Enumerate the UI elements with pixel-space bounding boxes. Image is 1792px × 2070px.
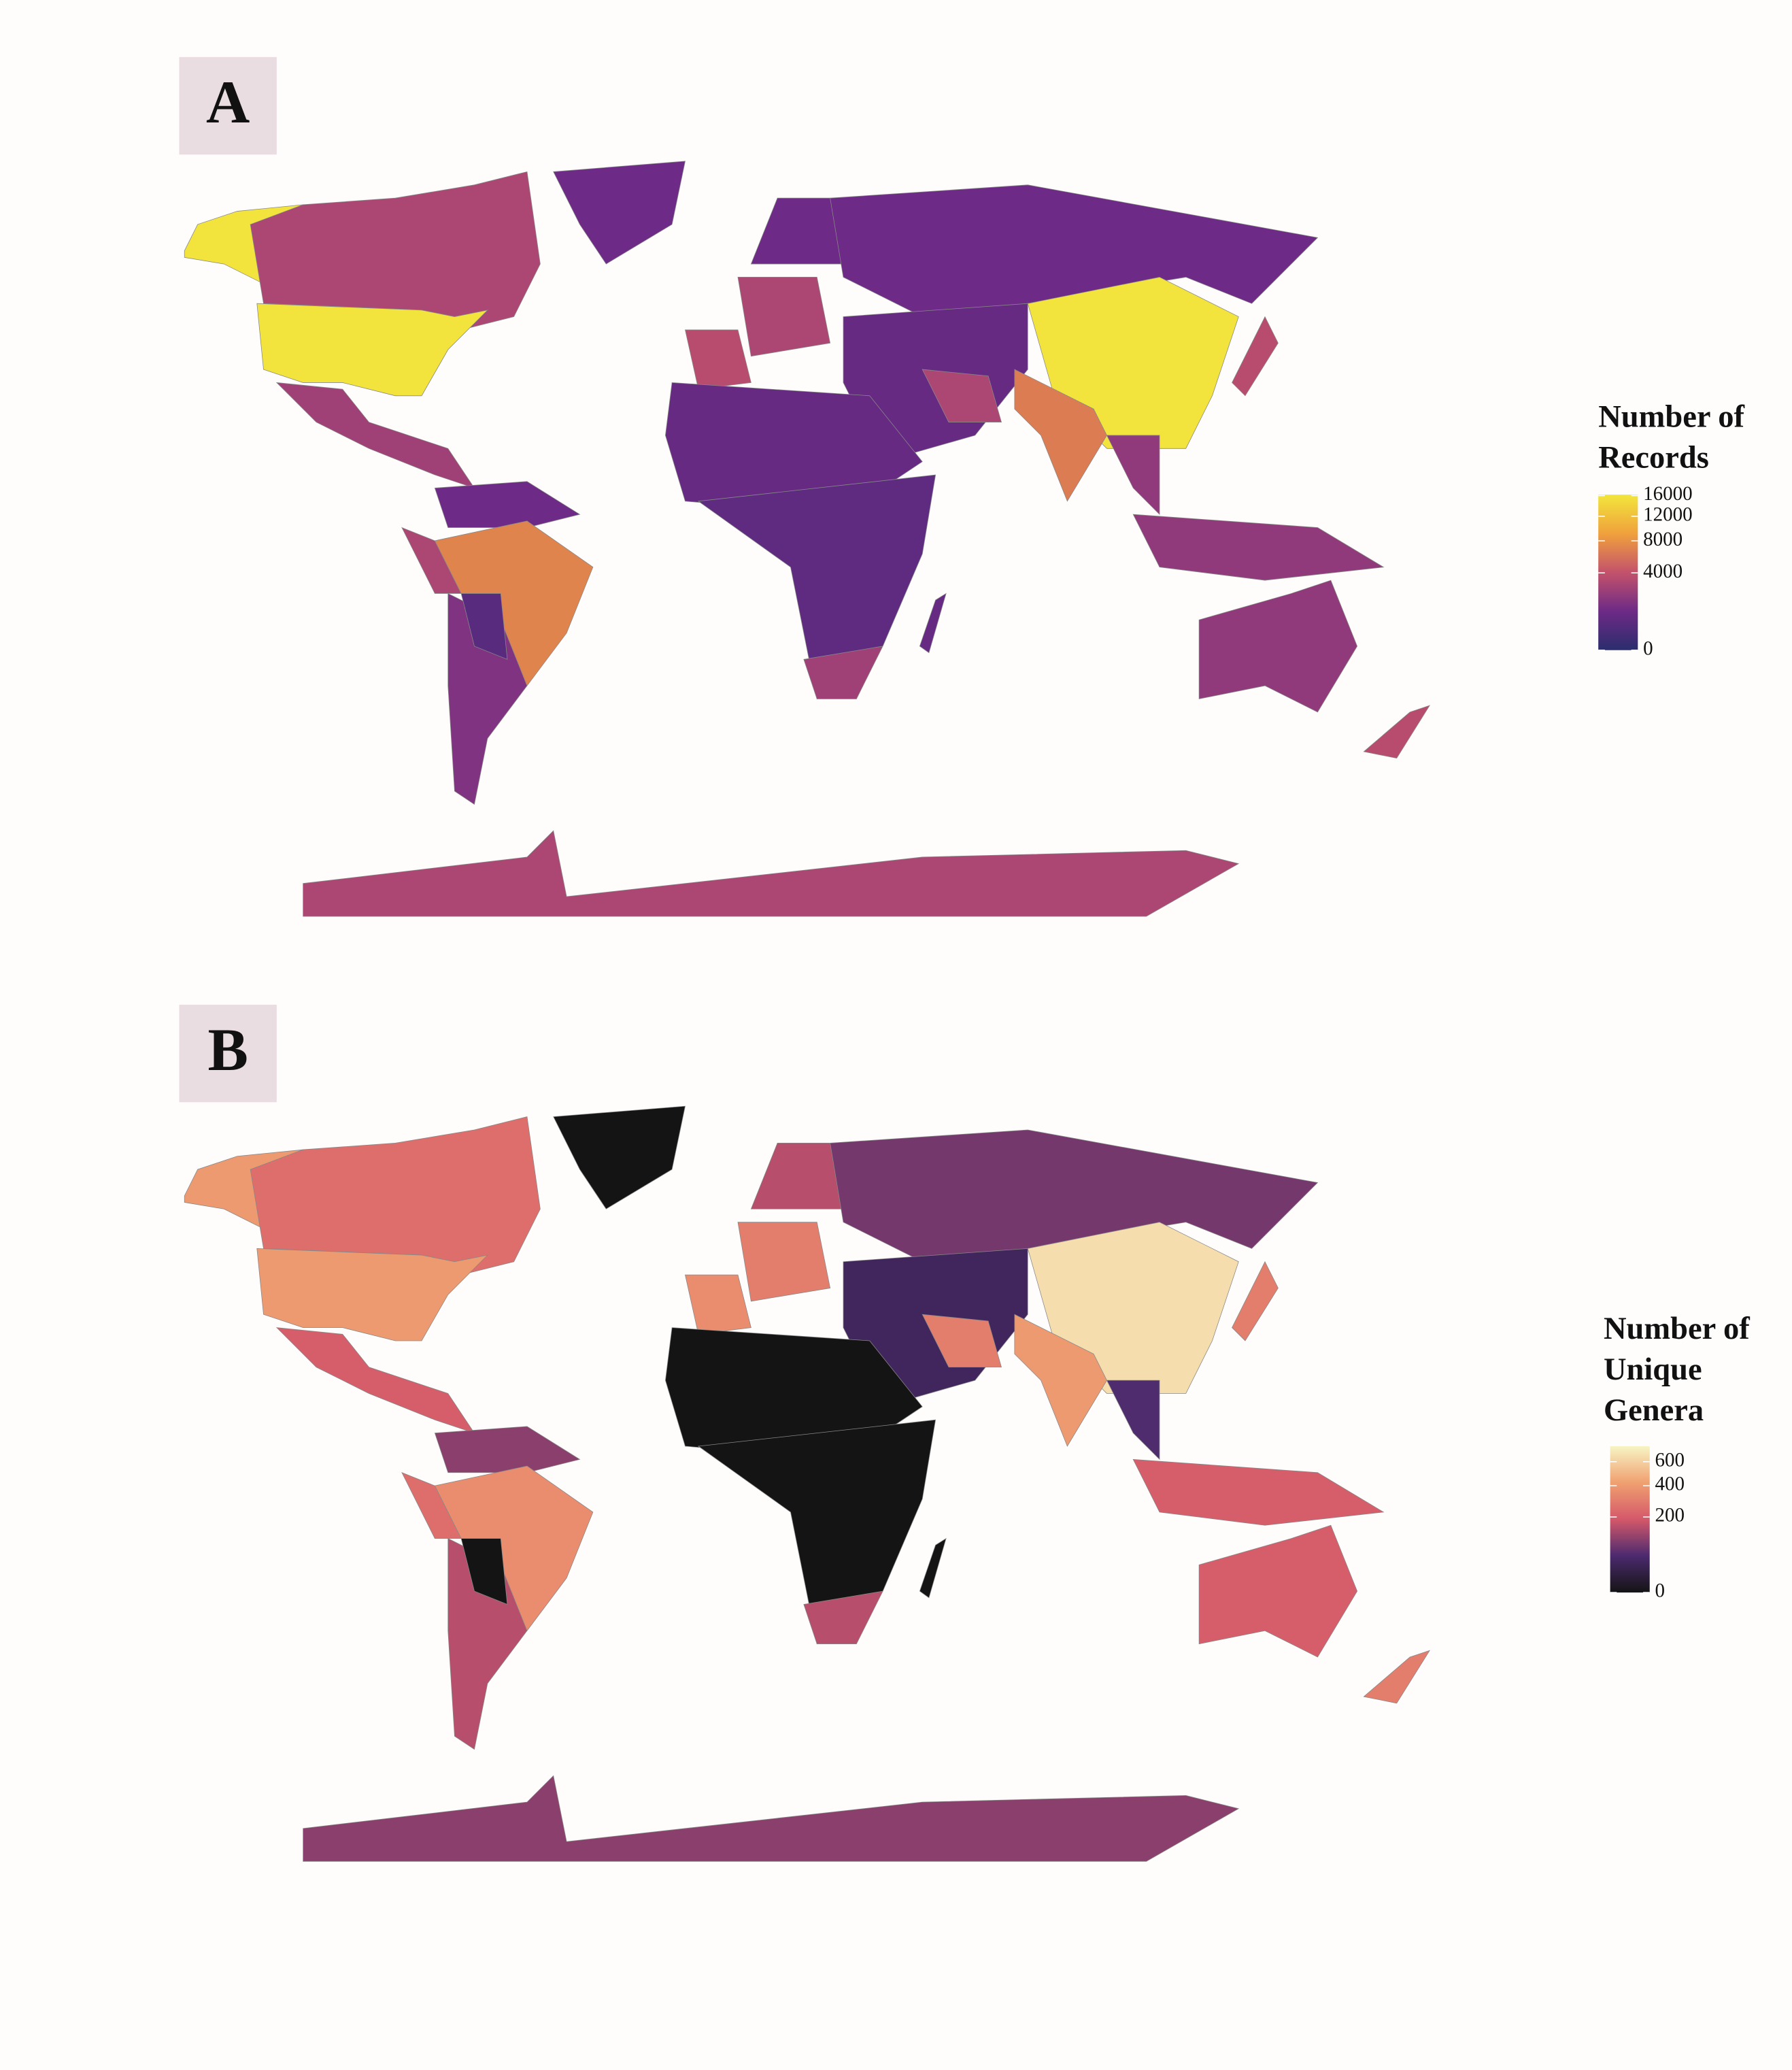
region (922, 369, 1002, 422)
region (1132, 514, 1385, 581)
legend-tick-label: 16000 (1643, 483, 1693, 505)
region (447, 592, 528, 805)
panel-label: A (206, 69, 250, 136)
legend-tick-label: 0 (1643, 637, 1653, 659)
legend-tick-label: 400 (1655, 1473, 1685, 1495)
region (553, 161, 686, 265)
region (803, 1590, 883, 1645)
legend-title: Records (1598, 440, 1709, 475)
region (434, 481, 581, 528)
legend-title: Genera (1604, 1393, 1704, 1428)
legend-tick-label: 12000 (1643, 504, 1693, 526)
region (1198, 580, 1358, 713)
region (830, 1129, 1319, 1263)
legend-tick-label: 200 (1655, 1505, 1685, 1526)
region (1232, 1261, 1279, 1341)
region (737, 277, 831, 357)
region (750, 1142, 844, 1209)
region (553, 1105, 686, 1209)
region (1014, 1314, 1107, 1447)
region (256, 1248, 489, 1341)
region (1014, 369, 1107, 502)
panel-label: B (207, 1017, 248, 1084)
region (922, 1314, 1002, 1368)
region (1198, 1524, 1358, 1658)
region (1232, 316, 1279, 397)
region (1363, 705, 1431, 759)
region (303, 830, 1240, 917)
region (275, 1327, 475, 1434)
region (750, 197, 844, 265)
region (1106, 1380, 1160, 1460)
region (460, 593, 508, 660)
legend-title: Number of (1604, 1312, 1750, 1346)
region (1106, 435, 1160, 516)
legend-tick-label: 8000 (1643, 529, 1683, 550)
legend-title: Unique (1604, 1352, 1702, 1387)
region (275, 382, 475, 489)
region (1132, 1458, 1385, 1526)
region (803, 646, 883, 699)
region (919, 592, 947, 654)
legend-tick-label: 4000 (1643, 561, 1683, 582)
legend-title: Number of (1598, 399, 1744, 434)
region (685, 329, 751, 390)
region (919, 1537, 947, 1599)
region (1363, 1650, 1431, 1704)
region (460, 1538, 508, 1605)
panel-label-box (179, 1004, 277, 1103)
region (303, 1775, 1240, 1862)
region (685, 1274, 751, 1335)
region (737, 1222, 831, 1302)
region (447, 1537, 528, 1750)
region (830, 184, 1319, 317)
legend-bar (1610, 1446, 1650, 1593)
legend-tick-label: 600 (1655, 1449, 1685, 1471)
region (256, 303, 489, 397)
panel-label-box (179, 56, 277, 155)
legend-tick-label: 0 (1655, 1580, 1666, 1602)
region (434, 1426, 581, 1473)
